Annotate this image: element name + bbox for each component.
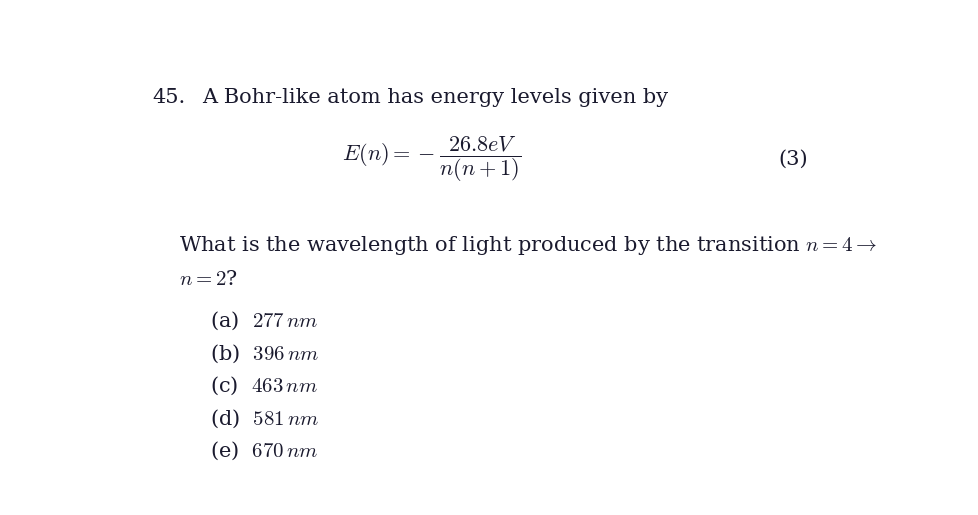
Text: What is the wavelength of light produced by the transition $n = 4 \rightarrow$: What is the wavelength of light produced… bbox=[179, 234, 877, 258]
Text: (b)  $396\,nm$: (b) $396\,nm$ bbox=[209, 342, 319, 365]
Text: (a)  $277\,nm$: (a) $277\,nm$ bbox=[209, 310, 318, 332]
Text: (e)  $670\,nm$: (e) $670\,nm$ bbox=[209, 440, 318, 462]
Text: A Bohr-like atom has energy levels given by: A Bohr-like atom has energy levels given… bbox=[201, 88, 667, 107]
Text: (d)  $581\,nm$: (d) $581\,nm$ bbox=[209, 407, 319, 430]
Text: $n = 2$?: $n = 2$? bbox=[179, 270, 238, 289]
Text: $E(n) = -\dfrac{26.8eV}{n(n+1)}$: $E(n) = -\dfrac{26.8eV}{n(n+1)}$ bbox=[342, 134, 521, 184]
Text: (3): (3) bbox=[778, 149, 808, 168]
Text: 45.: 45. bbox=[153, 88, 186, 107]
Text: (c)  $463\,nm$: (c) $463\,nm$ bbox=[209, 375, 317, 397]
